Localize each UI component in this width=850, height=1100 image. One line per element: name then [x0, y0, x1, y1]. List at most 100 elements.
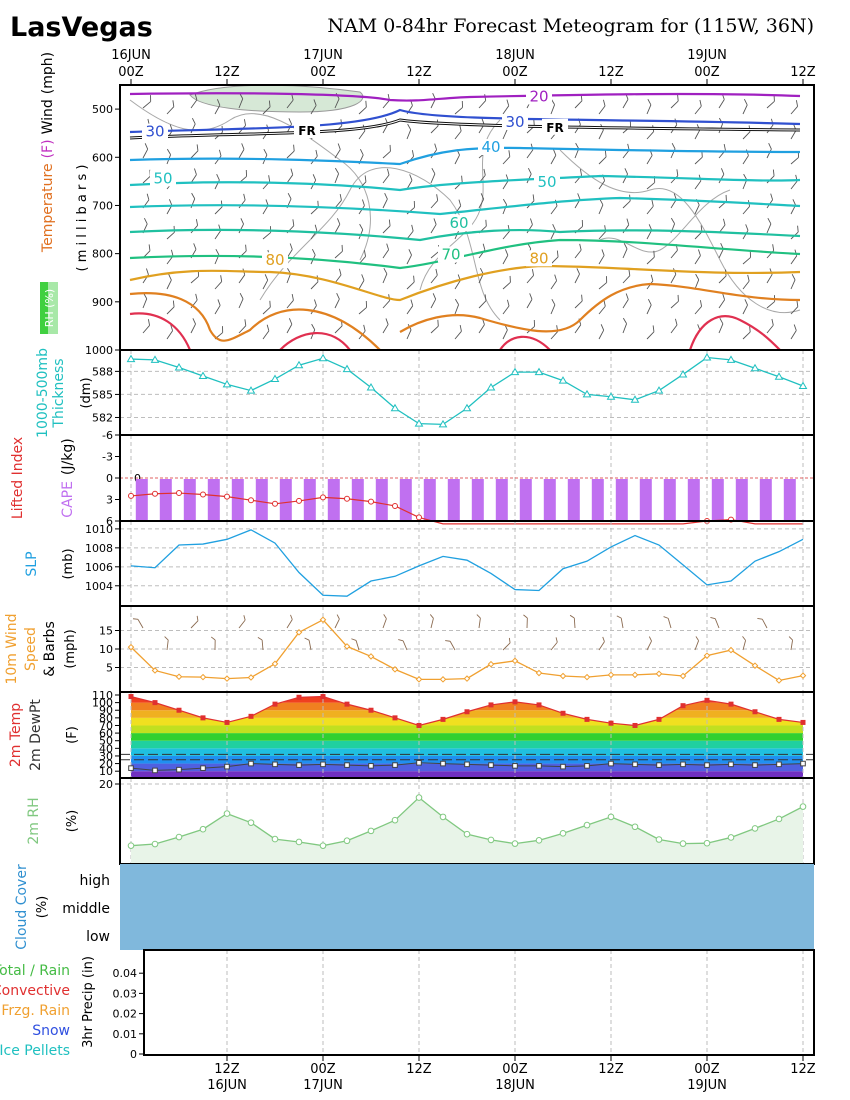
wind-barb	[598, 198, 604, 215]
cloud-level-label: low	[86, 929, 110, 945]
cape-bar	[375, 479, 388, 521]
wind-barb	[646, 199, 654, 215]
surface-wind-barb	[550, 637, 558, 651]
dewpoint-point	[560, 763, 566, 770]
cape-bar	[327, 479, 340, 521]
surface-wind-barb	[429, 614, 434, 629]
rh2m-point	[583, 821, 591, 829]
thickness-point	[774, 372, 784, 380]
surface-wind-barb	[190, 615, 199, 629]
bottom-date-label: 17JUN	[303, 1078, 343, 1093]
lifted-index-point	[392, 502, 398, 509]
rh2m-point	[391, 816, 399, 824]
wind-barb	[622, 242, 628, 259]
temp-tick-label: 110	[92, 689, 113, 702]
wind-barb	[310, 248, 316, 265]
wind-barb	[430, 93, 436, 109]
bottom-time-label: 00Z	[310, 1062, 336, 1077]
wind10m-point	[343, 643, 351, 650]
wind-barb	[214, 275, 223, 290]
wind-barb	[694, 150, 703, 165]
wind-barb	[742, 224, 749, 240]
wind-barb	[694, 273, 700, 290]
wind-barb	[502, 150, 511, 165]
wind-barb	[382, 168, 390, 184]
wind-barb	[526, 293, 533, 309]
isotherm-label: 80	[529, 249, 548, 267]
wind-barb	[190, 168, 197, 184]
y-tick-label: 10	[99, 643, 113, 656]
cape-bar	[471, 479, 484, 521]
lifted-index-point	[272, 500, 278, 507]
temp-band	[131, 696, 803, 703]
rh2m-point	[199, 825, 207, 833]
isotherm-label-bg	[502, 113, 528, 130]
wind10m-point	[319, 616, 327, 624]
wind-barb	[382, 144, 391, 159]
wind-barb	[166, 100, 175, 115]
wind10m-point	[487, 660, 495, 668]
wind-barb	[526, 218, 533, 234]
thickness-point	[222, 379, 232, 388]
thickness-line	[130, 356, 804, 426]
wind-barb	[286, 293, 294, 309]
wind-barb	[766, 268, 773, 284]
lifted-index-line	[130, 492, 803, 525]
y-tick-label: 1006	[85, 561, 113, 574]
pressure-tick-label: 500	[92, 103, 113, 116]
wind10m-point	[727, 646, 735, 654]
wind-barb	[262, 124, 270, 140]
isotherm	[129, 264, 801, 302]
surface-wind-barb	[445, 640, 456, 651]
bottom-time-label: 00Z	[694, 1062, 720, 1077]
cape-bar	[207, 479, 220, 521]
lifted-index-tick: -3	[102, 451, 113, 464]
top-time-label: 12Z	[598, 65, 624, 80]
dewpoint-point	[776, 761, 782, 768]
wind-barb	[358, 175, 367, 190]
top-time-label: 12Z	[790, 65, 816, 80]
bottom-date-label: 18JUN	[495, 1078, 535, 1093]
wind-barb	[142, 292, 148, 309]
thickness-point	[510, 367, 520, 376]
wind-barb	[358, 223, 364, 240]
rh2m-label: 2m RH	[26, 797, 42, 844]
wind-barb	[718, 243, 724, 259]
wind-barb	[262, 274, 269, 290]
rh2m-point	[679, 840, 687, 847]
wind-barb	[190, 117, 196, 134]
rh2m-point	[463, 830, 471, 838]
cape-bar	[495, 479, 508, 521]
wind-barb	[406, 201, 415, 215]
wind-barb	[238, 319, 247, 334]
temp2m-point	[728, 701, 734, 707]
wind-barb	[718, 293, 726, 309]
temp2m-point	[440, 716, 446, 722]
wind-barb	[310, 323, 316, 340]
lifted-index-point	[200, 491, 206, 498]
wind-barb	[190, 318, 196, 334]
wind-barb	[430, 293, 437, 309]
wind-barb	[646, 274, 654, 290]
surface-wind-barb	[616, 615, 624, 629]
rh2m-point	[775, 815, 783, 823]
dewpoint-point	[320, 761, 326, 768]
wind-barb	[262, 324, 270, 340]
cape-bar	[711, 479, 724, 521]
top-time-label: 00Z	[694, 65, 720, 80]
lifted-index-point	[368, 498, 374, 505]
upper-air-field: 20 30 FR 30 FR 40 50 50 60 70 80 80	[129, 85, 801, 350]
temp-tick-label: 70	[99, 719, 113, 732]
cape-bar	[447, 479, 460, 521]
wind-barb	[334, 218, 341, 234]
wind10m-point	[391, 666, 399, 673]
dewpoint-point	[416, 760, 422, 766]
thickness-point	[150, 355, 160, 363]
rh2m-point	[127, 842, 135, 849]
wind-barb	[166, 148, 172, 165]
cape-bar	[159, 479, 172, 521]
rh-legend-label: RH (%)	[43, 289, 56, 327]
wind10m-point	[223, 675, 231, 682]
surface-wind-barb	[663, 616, 672, 629]
wind-barb	[430, 319, 439, 334]
